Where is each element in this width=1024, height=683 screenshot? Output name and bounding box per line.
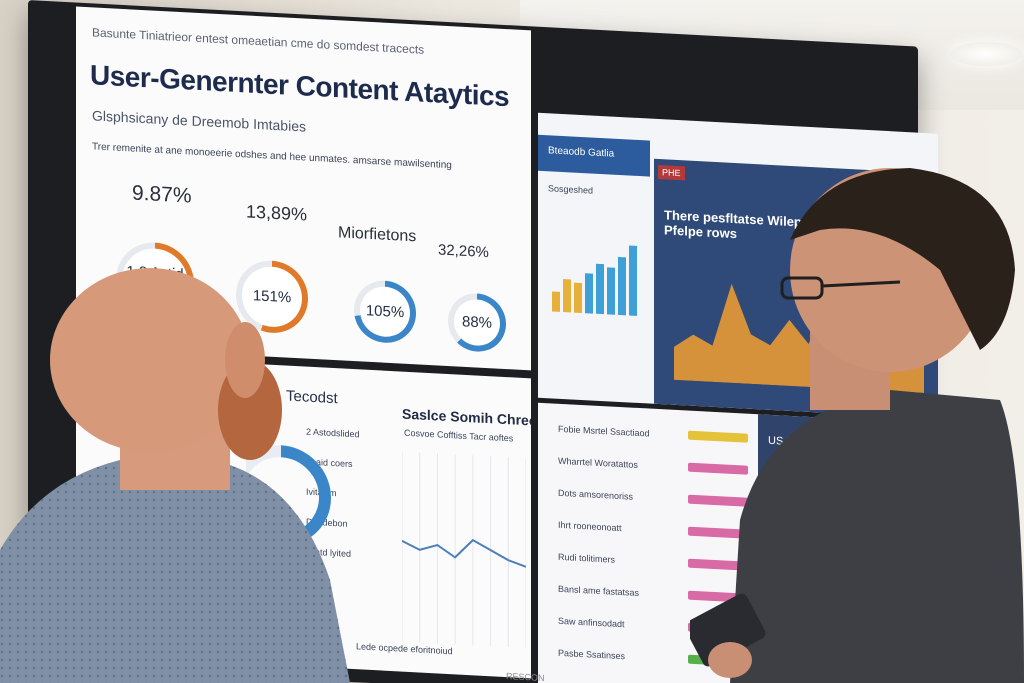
line-chart-subtitle: Cosvoe Cofftiss Tacr aoftes [404,427,514,444]
bar-mark [629,245,637,316]
side-label: Sosgeshed [548,183,594,196]
kpi-ring-4: 88% [448,292,506,354]
row-label: Fobie Msrtel Ssactiaod [558,423,650,439]
monitor-brand-logo: RESCON [506,671,545,683]
card-badge: PHE [658,165,685,181]
man-right [690,168,1024,683]
panel-header-text: Basunte Tiniatrieor entest omeaetian cme… [92,25,425,57]
kpi-2: 13,89% [246,201,308,225]
row-label: Bansl ame fastatsas [558,583,640,599]
row-label: Rudi tolitimers [558,551,616,565]
bar-mark [585,273,593,314]
bar-chart [552,231,642,316]
ceiling-light [950,42,1022,66]
kpi-4: 32,26% [438,241,489,262]
kpi-ring-label: 88% [461,313,493,332]
row-label: Pasbe Ssatinses [558,647,626,662]
tab-label: Bteaodb Gatlia [548,145,615,160]
tab-card: Bteaodb Gatlia [538,134,650,177]
row-label: Dots amsorenoriss [558,487,634,502]
bar-mark [618,256,626,316]
bar-mark [607,267,615,315]
dashboard-title: User-Genernter Content Ataytics [90,59,510,113]
bar-mark [552,291,560,312]
kpi-1: 9.87% [132,181,192,208]
row-label: Saw anfinsodadt [558,615,625,630]
kpi-3: Miorfietons [338,224,417,246]
dashboard-subtitle: Glsphsicany de Dreemob Imtabies [92,107,306,135]
dashboard-note: Trer remenite at ane monoeerie odshes an… [92,141,452,172]
bar-mark [563,278,571,313]
row-label: Ihrt rooneonoatt [558,519,622,534]
line-chart [402,451,526,649]
line-chart-title: Saslce Somih Chreome [402,405,531,430]
bar-mark [596,263,604,315]
line-series [402,538,526,568]
man-left [0,268,350,683]
row-label: Wharrtel Woratattos [558,455,638,470]
bar-mark [574,282,582,314]
